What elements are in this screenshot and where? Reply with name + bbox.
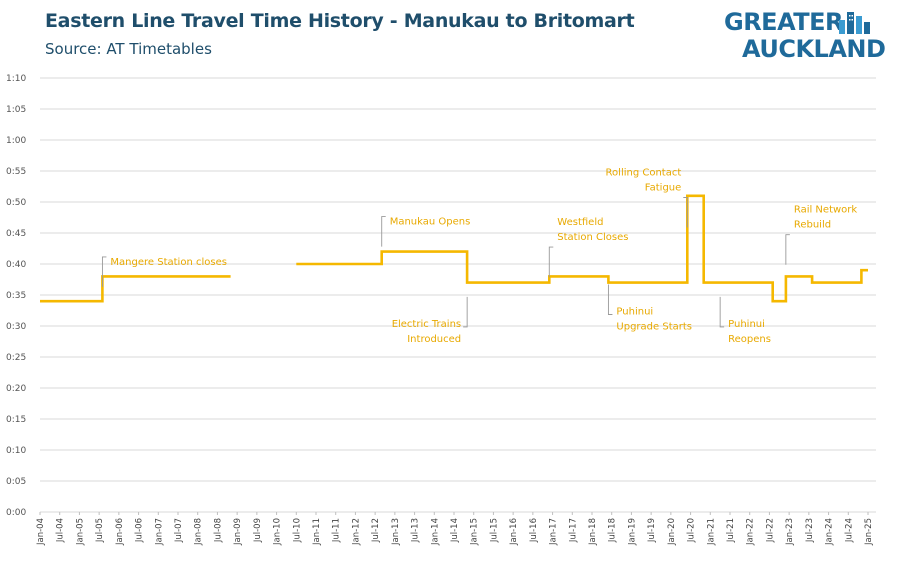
x-tick-label: Jul-18: [608, 518, 618, 543]
annotations: Mangere Station closes Manukau Opens Elect…: [101, 168, 858, 345]
annotation-label: Electric Trains: [392, 319, 461, 330]
y-axis: 0:00 0:05 0:10 0:15 0:20 0:25 0:30 0:35 0:40 0:45…: [6, 74, 26, 518]
x-tick-label: Jul-13: [411, 518, 421, 543]
x-tick-label: Jul-19: [647, 518, 657, 543]
logo-line1: GREATER: [724, 8, 844, 36]
x-axis: Jan-04 Jul-04 Jan-05 Jul-05 Jan-06 Jul-06 Jan-…: [36, 512, 874, 546]
x-tick-label: Jan-11: [312, 518, 322, 546]
series-segment: [296, 194, 868, 303]
x-tick-label: Jan-16: [509, 518, 519, 546]
annotation-label: Upgrade Starts: [616, 322, 692, 333]
x-tick-label: Jul-16: [529, 518, 539, 543]
x-tick-label: Jan-19: [627, 518, 637, 546]
x-tick-label: Jan-08: [194, 518, 204, 546]
x-tick-label: Jan-07: [154, 518, 164, 546]
annotation-leader: [683, 197, 688, 228]
chart-subtitle: Source: AT Timetables: [45, 40, 212, 58]
y-tick-label: 0:15: [6, 415, 26, 425]
annotation-label: Rolling Contact: [606, 168, 682, 179]
x-tick-label: Jul-24: [844, 518, 854, 543]
x-tick-label: Jul-04: [56, 518, 66, 543]
x-tick-label: Jul-07: [174, 518, 184, 543]
x-tick-label: Jan-10: [273, 518, 283, 546]
x-tick-label: Jan-13: [391, 518, 401, 546]
x-tick-label: Jan-24: [825, 518, 835, 546]
annotation-leader: [463, 296, 468, 328]
annotation-leader: [381, 216, 386, 247]
series-segment: [40, 275, 231, 303]
x-tick-label: Jul-17: [568, 518, 578, 543]
y-tick-label: 0:50: [6, 198, 26, 208]
annotation-leader: [607, 284, 613, 315]
y-tick-label: 1:10: [6, 74, 26, 84]
annotation-leader: [785, 234, 790, 265]
x-tick-label: Jul-15: [489, 518, 499, 543]
x-tick-label: Jul-21: [726, 518, 736, 543]
annotation-label: Puhinui: [728, 319, 765, 330]
annotation-label: Station Closes: [557, 232, 628, 243]
x-tick-label: Jul-11: [332, 518, 342, 543]
y-tick-label: 0:55: [6, 167, 26, 177]
x-tick-label: Jan-20: [667, 518, 677, 546]
greater-auckland-logo: GREATER AUCKLAND: [724, 8, 886, 64]
logo-line2: AUCKLAND: [742, 35, 886, 63]
y-tick-label: 0:05: [6, 477, 26, 487]
x-tick-label: Jul-10: [292, 518, 302, 543]
chart-title: Eastern Line Travel Time History - Manuk…: [45, 10, 635, 32]
x-tick-label: Jul-20: [687, 518, 697, 543]
x-tick-label: Jul-12: [371, 518, 381, 543]
annotation-leader: [719, 296, 725, 328]
annotation-label: Puhinui: [616, 307, 653, 318]
x-tick-label: Jan-22: [746, 518, 756, 546]
y-tick-label: 0:10: [6, 446, 26, 456]
annotation-label: Mangere Station closes: [110, 257, 227, 268]
series-travel-time: [40, 194, 868, 303]
y-tick-label: 0:25: [6, 353, 26, 363]
x-tick-label: Jul-09: [253, 518, 263, 543]
x-tick-label: Jul-22: [765, 518, 775, 543]
y-tick-label: 1:00: [6, 136, 26, 146]
x-tick-label: Jan-12: [351, 518, 361, 546]
x-tick-label: Jan-21: [706, 518, 716, 546]
annotation-label: Westfield: [557, 217, 603, 228]
x-tick-label: Jul-06: [135, 518, 145, 543]
x-tick-label: Jan-09: [233, 518, 243, 546]
y-tick-label: 0:20: [6, 384, 26, 394]
annotation-leader: [101, 256, 107, 287]
gridlines: [40, 77, 876, 513]
x-tick-label: Jul-14: [450, 518, 460, 543]
x-tick-label: Jan-04: [36, 518, 46, 546]
x-tick-label: Jan-05: [75, 518, 85, 546]
x-tick-label: Jan-17: [549, 518, 559, 546]
y-tick-label: 0:30: [6, 322, 26, 332]
y-tick-label: 0:40: [6, 260, 26, 270]
y-tick-label: 0:00: [6, 508, 26, 518]
x-tick-label: Jul-08: [213, 518, 223, 543]
annotation-label: Rebuild: [794, 220, 831, 231]
y-tick-label: 0:35: [6, 291, 26, 301]
annotation-leader: [548, 246, 554, 278]
annotation-label: Reopens: [728, 334, 771, 345]
x-tick-label: Jan-06: [115, 518, 125, 546]
city-skyline-icon: [839, 12, 870, 34]
annotation-label: Fatigue: [645, 183, 682, 194]
y-tick-label: 1:05: [6, 105, 26, 115]
x-tick-label: Jul-23: [805, 518, 815, 543]
x-tick-label: Jan-18: [588, 518, 598, 546]
x-tick-label: Jan-25: [864, 518, 874, 546]
x-tick-label: Jul-05: [95, 518, 105, 543]
x-tick-label: Jan-15: [470, 518, 480, 546]
annotation-label: Rail Network: [794, 205, 858, 216]
annotation-label: Manukau Opens: [390, 217, 471, 228]
x-tick-label: Jan-14: [430, 518, 440, 546]
annotation-label: Introduced: [407, 334, 461, 345]
x-tick-label: Jan-23: [785, 518, 795, 546]
y-tick-label: 0:45: [6, 229, 26, 239]
